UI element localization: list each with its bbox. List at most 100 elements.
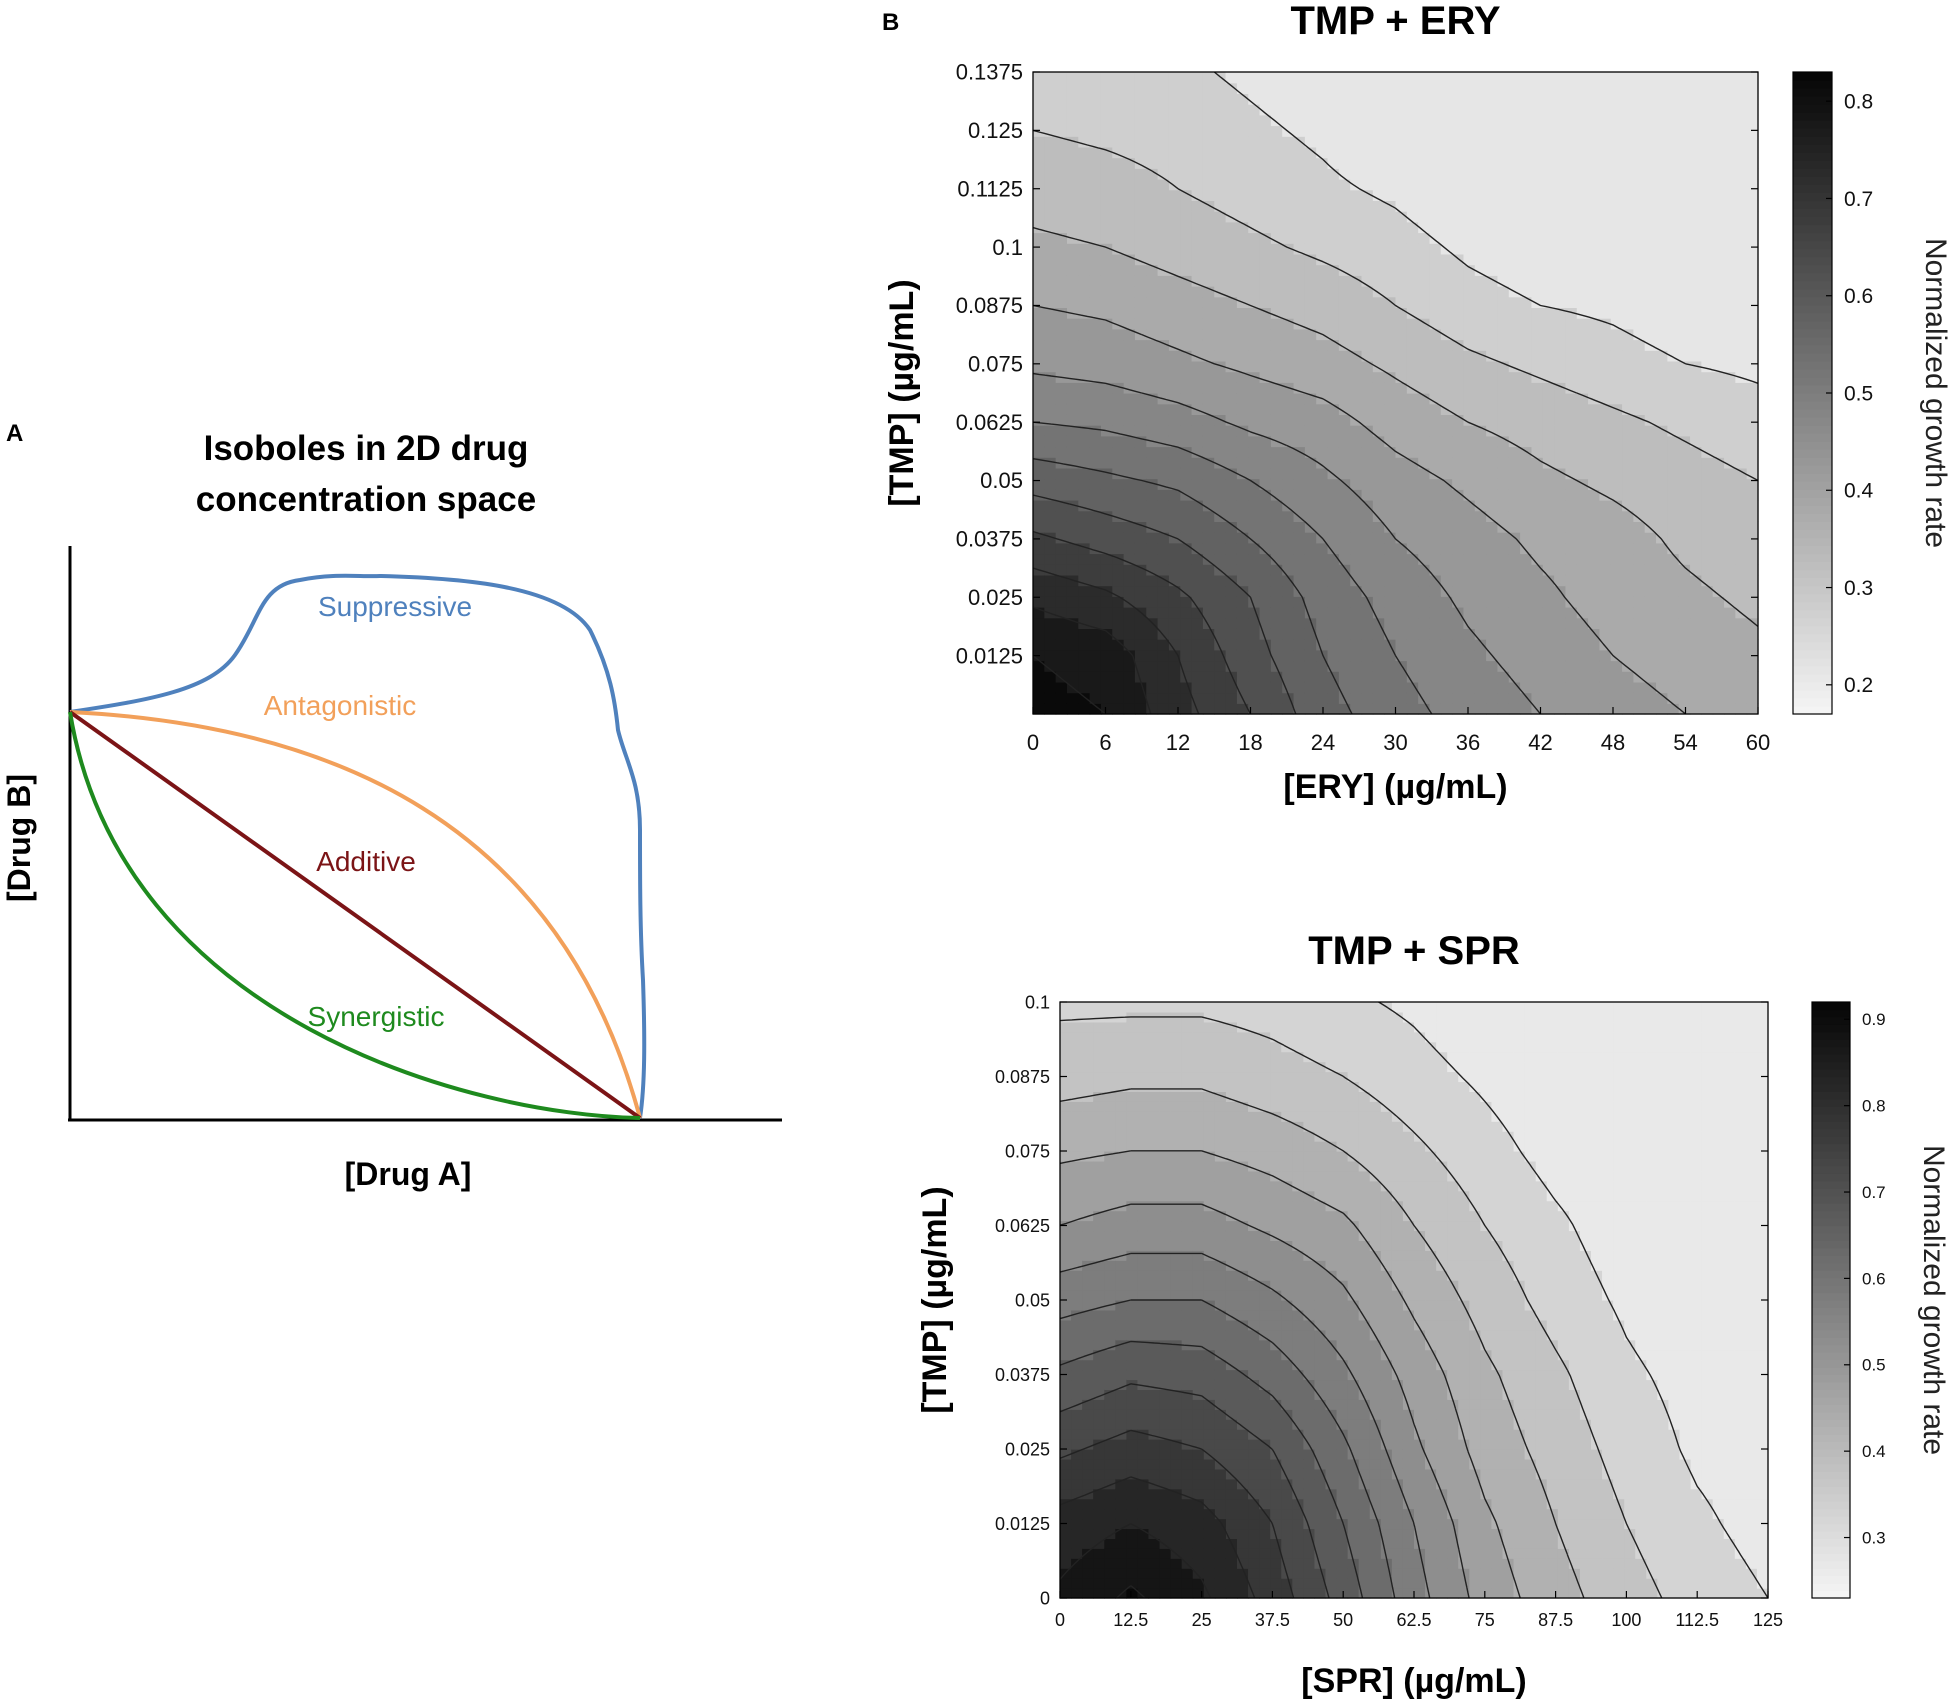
heatmap-cell (1078, 200, 1091, 212)
heatmap-cell (1168, 371, 1181, 383)
heatmap-cell (1656, 168, 1668, 180)
heatmap-cell (1100, 574, 1113, 587)
heatmap-cell (1599, 72, 1612, 84)
heatmap-cell (1735, 467, 1748, 480)
heatmap-cell (1282, 510, 1295, 522)
heatmap-cell (1418, 435, 1431, 448)
heatmap-cell (1203, 1568, 1216, 1579)
heatmap-cell (1384, 72, 1397, 84)
heatmap-cell (1236, 339, 1249, 351)
heatmap-cell (1044, 403, 1057, 415)
heatmap-cell (1071, 1091, 1083, 1102)
heatmap-cell (1214, 403, 1227, 415)
heatmap-cell (1192, 1160, 1205, 1172)
heatmap-cell (1474, 521, 1487, 533)
heatmap-cell (1463, 585, 1476, 597)
heatmap-cell (1214, 1131, 1227, 1142)
heatmap-cell (1055, 425, 1068, 437)
heatmap-cell (1350, 660, 1363, 672)
heatmap-cell (1338, 275, 1351, 287)
heatmap-cell (1622, 146, 1634, 159)
heatmap-cell (1170, 1419, 1183, 1430)
heatmap-cell (1735, 617, 1748, 629)
heatmap-cell (1203, 1458, 1216, 1470)
heatmap-cell (1203, 1270, 1216, 1281)
heatmap-cell (1089, 189, 1102, 201)
heatmap-cell (1474, 510, 1487, 522)
heatmap-cell (1148, 1260, 1161, 1271)
heatmap-cell (1148, 1379, 1161, 1390)
heatmap-cell (1044, 328, 1057, 341)
heatmap-cell (1044, 457, 1057, 469)
heatmap-cell (1610, 671, 1623, 683)
heatmap-cell (1304, 542, 1317, 555)
heatmap-cell (1148, 1558, 1161, 1569)
heatmap-cell (1191, 564, 1204, 576)
heatmap-cell (1622, 307, 1634, 319)
heatmap-cell (1134, 692, 1147, 704)
heatmap-cell (1508, 521, 1521, 533)
heatmap-cell (1202, 168, 1215, 180)
heatmap-cell (1316, 457, 1329, 469)
heatmap-cell (1418, 168, 1431, 180)
heatmap-cell (1159, 1439, 1172, 1450)
heatmap-cell (1112, 553, 1125, 565)
heatmap-cell (1508, 607, 1521, 619)
heatmap-cell (1082, 1578, 1094, 1589)
heatmap-cell (1148, 1518, 1161, 1530)
heatmap-cell (1159, 1389, 1172, 1400)
heatmap-cell (1576, 414, 1589, 426)
heatmap-cell (1100, 660, 1113, 672)
heatmap-cell (1137, 1309, 1150, 1321)
heatmap-cell (1406, 425, 1419, 437)
heatmap-cell (1093, 1349, 1105, 1361)
heatmap-cell (1270, 307, 1283, 319)
heatmap-cell (1565, 211, 1578, 223)
heatmap-cell (1338, 564, 1351, 576)
heatmap-cell (1282, 574, 1295, 587)
heatmap-cell (1327, 136, 1340, 148)
heatmap-cell (1327, 189, 1340, 201)
heatmap-cell (1112, 168, 1125, 180)
heatmap-cell (1508, 243, 1521, 255)
colorbar-step (1793, 80, 1832, 89)
heatmap-cell (1361, 200, 1374, 212)
heatmap-cell (1712, 553, 1725, 565)
heatmap-cell (1429, 681, 1442, 694)
heatmap-cell (1327, 478, 1340, 490)
heatmap-cell (1350, 318, 1363, 330)
heatmap-cell (1148, 1081, 1161, 1092)
heatmap-cell (1270, 125, 1283, 137)
heatmap-cell (1236, 435, 1249, 448)
heatmap-cell (1565, 157, 1578, 169)
heatmap-cell (1191, 211, 1204, 223)
heatmap-cell (1610, 617, 1623, 629)
heatmap-cell (1701, 521, 1714, 533)
heatmap-cell (1115, 1419, 1127, 1430)
heatmap-cell (1214, 1409, 1227, 1420)
heatmap-cell (1214, 532, 1227, 544)
heatmap-cell (1066, 628, 1079, 640)
heatmap-cell (1293, 136, 1306, 148)
heatmap-cell (1282, 393, 1295, 405)
heatmap-cell (1350, 649, 1363, 662)
heatmap-cell (1248, 114, 1261, 127)
heatmap-cell (1237, 1548, 1249, 1559)
heatmap-cell (1112, 692, 1125, 704)
heatmap-cell (1701, 232, 1714, 244)
colorbar-step (1793, 585, 1832, 595)
heatmap-cell (1735, 542, 1748, 555)
heatmap-cell (1066, 286, 1079, 298)
heatmap-cell (1146, 82, 1159, 94)
heatmap-cell (1316, 350, 1329, 362)
heatmap-cell (1486, 532, 1499, 544)
heatmap-cell (1644, 318, 1657, 330)
heatmap-cell (1361, 553, 1374, 565)
heatmap-cell (1214, 1041, 1227, 1053)
heatmap-cell (1486, 446, 1499, 458)
heatmap-cell (1168, 296, 1181, 308)
heatmap-cell (1270, 82, 1283, 94)
heatmap-cell (1554, 339, 1567, 351)
heatmap-cell (1361, 72, 1374, 84)
heatmap-cell (1146, 72, 1159, 84)
